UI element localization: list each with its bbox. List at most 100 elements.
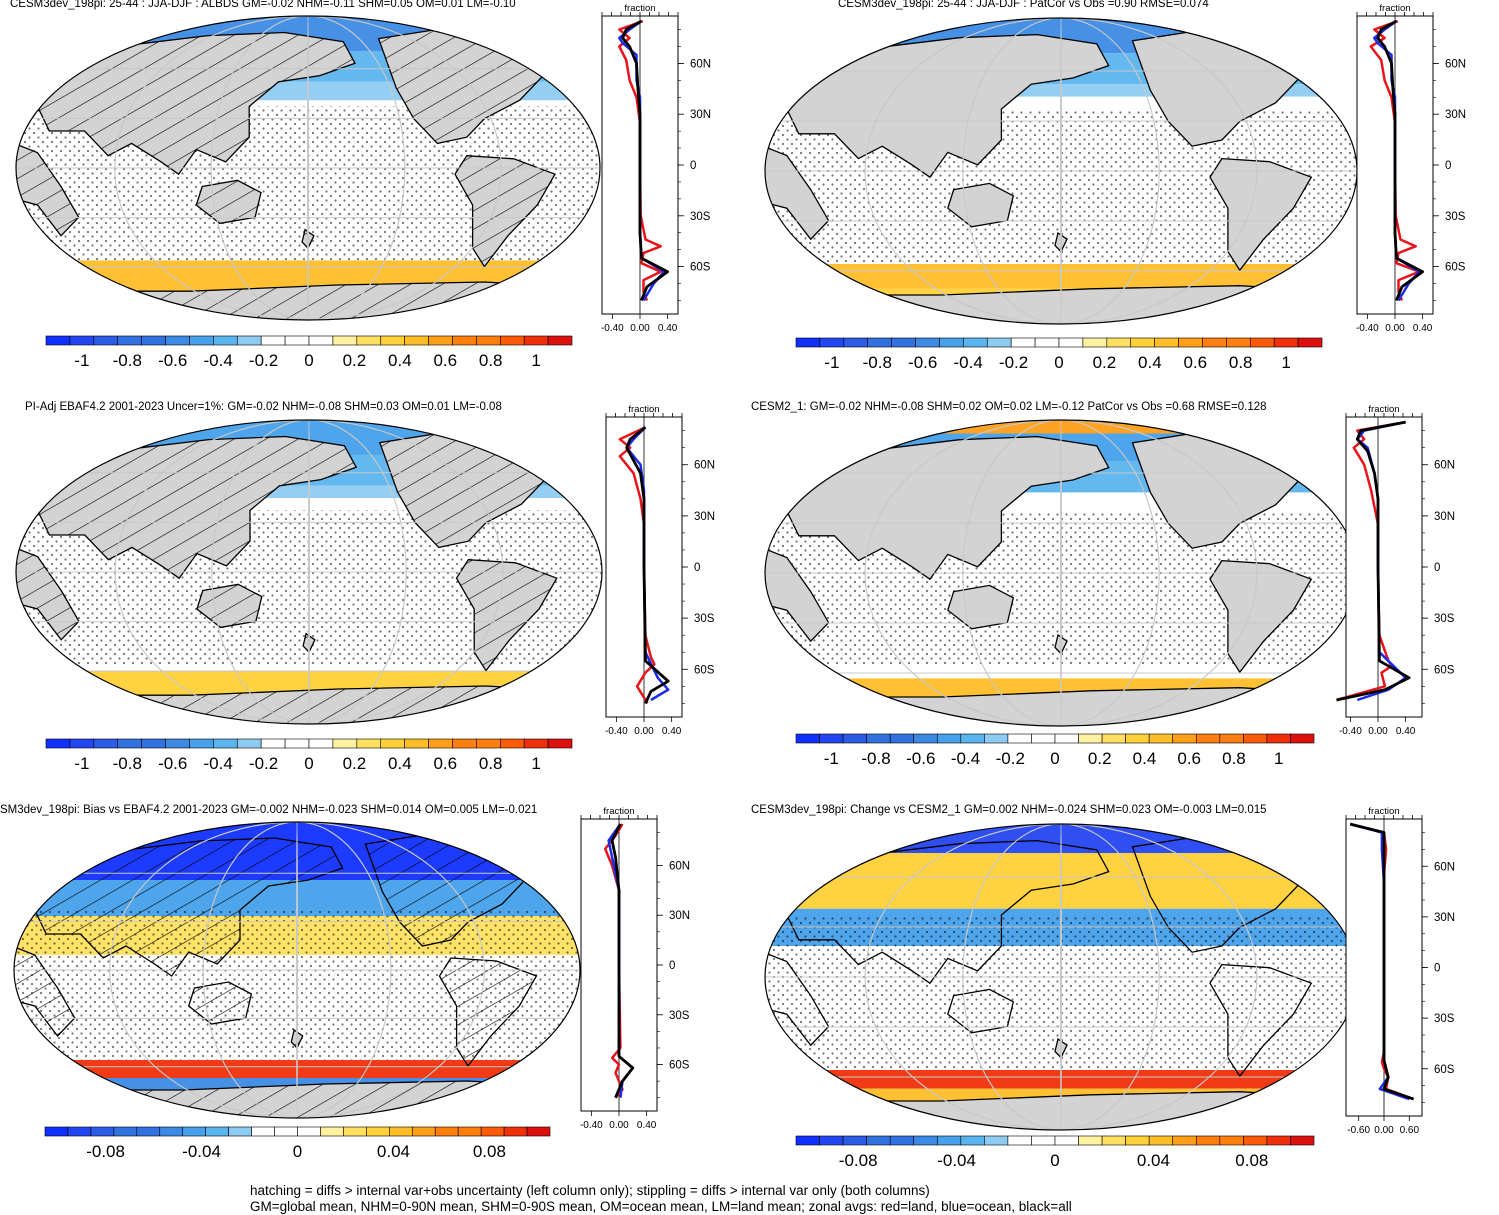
colorbar-cell xyxy=(251,1126,275,1137)
colorbar-cell xyxy=(1219,1135,1244,1146)
colorbar-cell xyxy=(963,337,988,348)
zonal-x-tick-label: 0.00 xyxy=(1374,1125,1394,1136)
footer-notes: hatching = diffs > internal var+obs unce… xyxy=(250,1183,1072,1215)
footer-line-2: GM=global mean, NHM=0-90N mean, SHM=0-90… xyxy=(250,1199,1072,1214)
zonal-x-tick-label: 0.00 xyxy=(609,1120,629,1131)
panel-3-zonal-plot: fraction -0.40 0.00 0.40 60N 30N 0 30S 60S xyxy=(605,404,715,737)
zonal-y-tick-label: 0 xyxy=(669,960,675,972)
zonal-x-tick-label: -0.40 xyxy=(1356,323,1379,334)
colorbar-label: -0.4 xyxy=(203,351,232,370)
zonal-y-tick-label: 0 xyxy=(1434,562,1440,574)
zonal-y-tick-label: 0 xyxy=(1445,160,1451,172)
colorbar-label: -0.6 xyxy=(158,754,187,773)
longitude-line xyxy=(962,824,1160,1130)
zonal-x-tick-label: 0.00 xyxy=(634,726,654,737)
zonal-y-tick-label: 60N xyxy=(1445,58,1466,70)
colorbar-cell xyxy=(889,733,915,744)
zonal-y-tick-label: 30S xyxy=(669,1010,690,1022)
colorbar-cell xyxy=(1290,733,1315,744)
colorbar-cell xyxy=(986,337,1012,348)
colorbar-cell xyxy=(1195,1135,1221,1146)
longitude-line xyxy=(114,16,502,320)
map-border xyxy=(13,821,581,1119)
colorbar-cell xyxy=(547,335,573,346)
zonal-fraction-label: fraction xyxy=(1368,404,1399,415)
colorbar-cell xyxy=(1031,1135,1056,1146)
colorbar-label: -0.8 xyxy=(113,351,142,370)
colorbar-cell xyxy=(205,1126,229,1137)
colorbar-cell xyxy=(411,1126,436,1137)
zonal-series-all xyxy=(1336,420,1411,702)
colorbar-cell xyxy=(93,738,119,749)
longitude-line xyxy=(1060,420,1062,726)
colorbar-label: -0.04 xyxy=(182,1142,221,1161)
colorbar-cell xyxy=(1130,337,1155,348)
zonal-x-tick-label: -0.40 xyxy=(1339,726,1362,737)
panel-3-title: PI-Adj EBAF4.2 2001-2023 Uncer=1%: GM=-0… xyxy=(25,401,502,413)
zonal-y-tick-label: 60S xyxy=(1445,262,1466,274)
colorbar-label: 0.08 xyxy=(473,1142,506,1161)
colorbar-label: -0.4 xyxy=(951,749,980,768)
colorbar-cell xyxy=(499,335,525,346)
colorbar-label: 1 xyxy=(531,351,540,370)
colorbar-cell xyxy=(547,738,573,749)
zonal-y-tick-label: 60N xyxy=(694,460,715,472)
zonal-y-tick-label: 30S xyxy=(690,211,711,223)
colorbar-cell xyxy=(389,1126,413,1137)
zonal-x-tick-label: -0.40 xyxy=(605,726,628,737)
panel-6-map xyxy=(764,823,1358,1131)
colorbar-cell xyxy=(404,738,429,749)
zonal-x-tick-label: -0.60 xyxy=(1347,1125,1370,1136)
colorbar-cell xyxy=(842,733,867,744)
longitude-line xyxy=(210,16,406,320)
colorbar-cell xyxy=(960,1135,985,1146)
colorbar-cell xyxy=(913,1135,938,1146)
colorbar-label: 1 xyxy=(531,754,540,773)
zonal-y-tick-label: 30N xyxy=(1434,912,1455,924)
colorbar-cell xyxy=(984,1135,1009,1146)
land-outline xyxy=(532,429,576,453)
colorbar-cell xyxy=(213,738,238,749)
colorbar-cell xyxy=(165,335,190,346)
colorbar-cell xyxy=(1148,733,1174,744)
colorbar-cell xyxy=(795,337,821,348)
zonal-x-tick-label: -0.40 xyxy=(580,1120,603,1131)
zonal-y-tick-label: 60S xyxy=(694,664,715,676)
colorbar-cell xyxy=(45,335,71,346)
land-hatching xyxy=(34,838,343,976)
colorbar-cell xyxy=(113,1126,138,1137)
zonal-series-all xyxy=(1376,19,1424,302)
zonal-y-tick-label: 30N xyxy=(1445,109,1466,121)
panel-6-colorbar: -0.08 -0.04 0 0.04 0.08 xyxy=(795,1135,1315,1170)
land-hatching xyxy=(37,436,357,579)
land-hatching xyxy=(439,958,537,1066)
zonal-y-tick-label: 60N xyxy=(690,58,711,70)
zonal-x-tick-label: 0.40 xyxy=(658,323,678,334)
land-outline xyxy=(512,831,555,854)
zonal-fraction-label: fraction xyxy=(603,806,634,817)
colorbar-cell xyxy=(1106,337,1132,348)
zonal-x-tick-label: 0.40 xyxy=(1396,726,1416,737)
colorbar-label: 0.2 xyxy=(343,351,367,370)
colorbar-cell xyxy=(1243,1135,1268,1146)
colorbar-cell xyxy=(332,738,358,749)
panel-6-zonal-plot: fraction -0.60 0.00 0.60 60N 30N 0 30S 60S xyxy=(1345,806,1455,1136)
zonal-y-tick-label: 30N xyxy=(694,511,715,523)
colorbar-cell xyxy=(889,1135,915,1146)
colorbar-cell xyxy=(499,738,525,749)
colorbar-cell xyxy=(1101,733,1126,744)
colorbar-cell xyxy=(1249,337,1275,348)
colorbar-label: 0.8 xyxy=(1222,749,1246,768)
colorbar-label: -1 xyxy=(74,351,89,370)
colorbar-cell xyxy=(819,1135,844,1146)
colorbar-cell xyxy=(260,335,286,346)
colorbar-cell xyxy=(795,733,820,744)
colorbar-cell xyxy=(843,337,869,348)
colorbar-cell xyxy=(842,1135,867,1146)
colorbar-label: -0.04 xyxy=(937,1151,976,1170)
colorbar-cell xyxy=(236,738,262,749)
colorbar-cell xyxy=(428,335,453,346)
zonal-y-tick-label: 30N xyxy=(1434,511,1455,523)
colorbar-cell xyxy=(1125,733,1150,744)
land-hatching xyxy=(31,282,591,320)
